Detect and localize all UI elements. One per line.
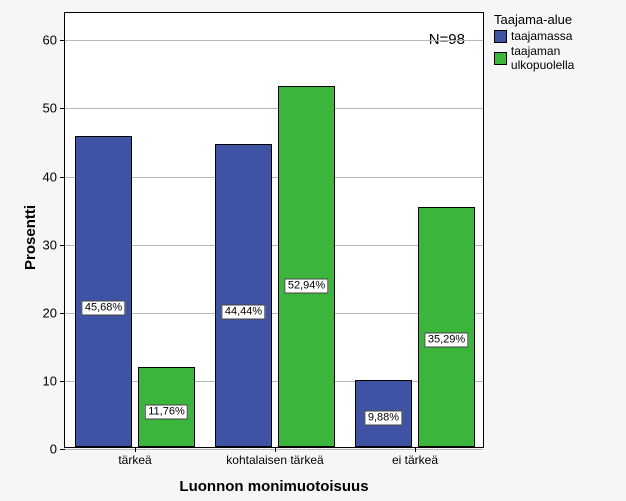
legend-title: Taajama-alue <box>494 12 626 27</box>
bar: 44,44% <box>215 144 272 447</box>
legend-item: taajamassa <box>494 29 626 43</box>
bar-value-label: 45,68% <box>82 300 125 315</box>
bar: 11,76% <box>138 367 195 447</box>
legend-label: taajamassa <box>511 29 572 43</box>
plot-area: N=98 0102030405060tärkeä45,68%11,76%koht… <box>64 12 484 448</box>
y-axis-label: Prosentti <box>22 205 39 270</box>
legend-swatch <box>494 52 507 65</box>
y-tick-label: 30 <box>43 237 65 252</box>
y-tick-label: 0 <box>50 442 65 457</box>
bar: 45,68% <box>75 136 132 447</box>
bar-value-label: 11,76% <box>145 404 188 419</box>
figure: N=98 0102030405060tärkeä45,68%11,76%koht… <box>0 0 626 501</box>
y-tick-label: 60 <box>43 33 65 48</box>
y-tick-label: 20 <box>43 305 65 320</box>
legend-swatch <box>494 30 507 43</box>
gridline <box>65 108 483 109</box>
gridline <box>65 40 483 41</box>
bar: 52,94% <box>278 86 335 447</box>
bar-value-label: 52,94% <box>285 278 328 293</box>
x-tick-label: kohtalaisen tärkeä <box>226 447 323 467</box>
x-tick-label: tärkeä <box>118 447 151 467</box>
bar: 9,88% <box>355 380 412 447</box>
bar-value-label: 44,44% <box>222 304 265 319</box>
y-tick-label: 50 <box>43 101 65 116</box>
x-tick-label: ei tärkeä <box>392 447 438 467</box>
bar-value-label: 35,29% <box>425 332 468 347</box>
y-tick-label: 10 <box>43 373 65 388</box>
legend-label: taajaman ulkopuolella <box>511 44 626 72</box>
bar: 35,29% <box>418 207 475 447</box>
legend-item: taajaman ulkopuolella <box>494 44 626 72</box>
y-tick-label: 40 <box>43 169 65 184</box>
bar-value-label: 9,88% <box>365 410 402 425</box>
legend: Taajama-alue taajamassataajaman ulkopuol… <box>494 12 626 73</box>
x-axis-label: Luonnon monimuotoisuus <box>64 478 484 495</box>
